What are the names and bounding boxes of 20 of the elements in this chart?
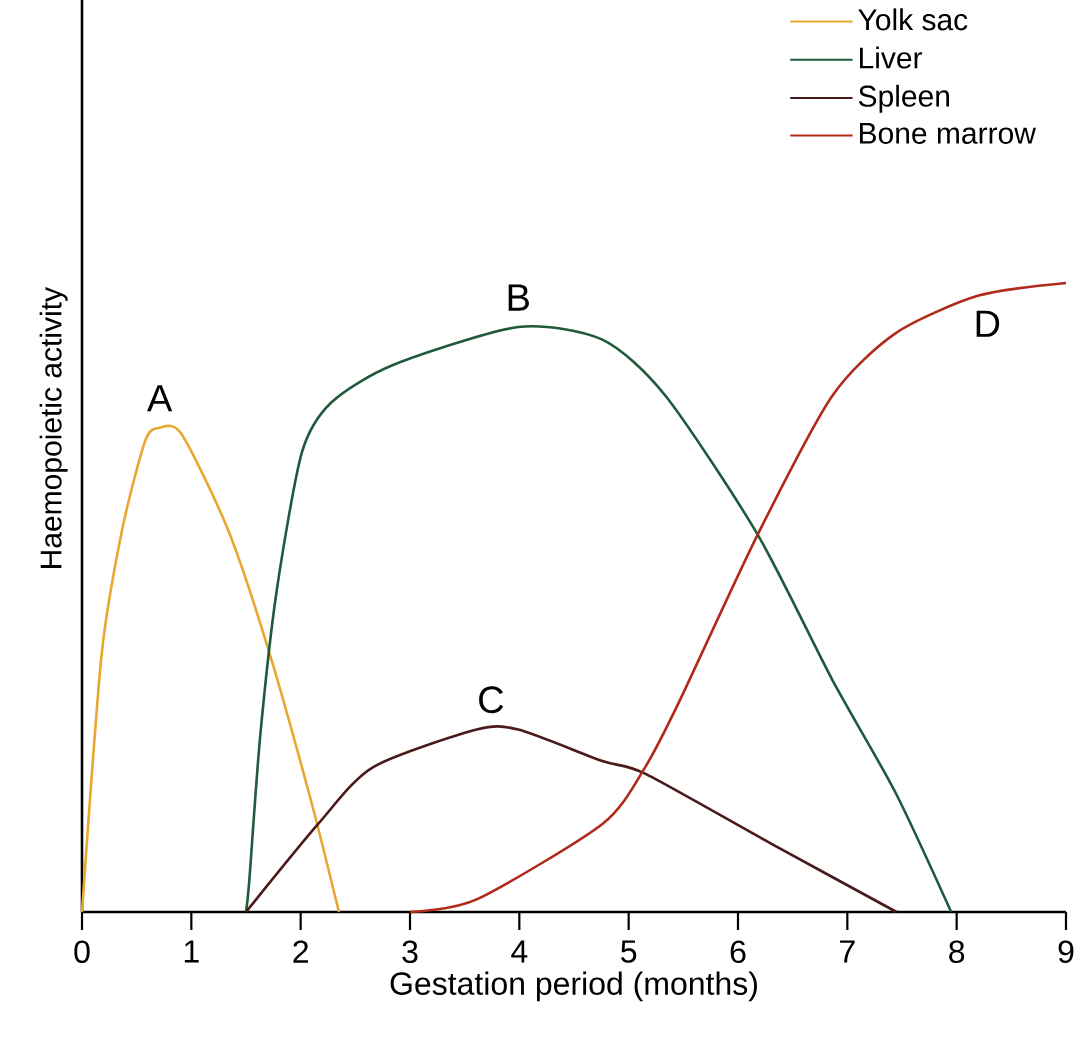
annotation: C — [479, 686, 504, 714]
x-tick-label: 5 — [621, 940, 637, 963]
x-tick-label: 8 — [949, 940, 965, 964]
x-axis-title: Gestation period (months) — [390, 971, 757, 1002]
y-axis-title: Haemopoietic activity — [39, 287, 68, 568]
legend-label: Spleen — [858, 84, 949, 113]
legend-label: Bone marrow — [860, 123, 1036, 144]
x-tick-label: 1 — [184, 940, 199, 963]
annotation: D — [976, 310, 1000, 337]
x-tick-label: 7 — [840, 940, 855, 963]
x-tick-label: 6 — [730, 940, 746, 964]
legend-label: Yolk sac — [858, 8, 968, 31]
x-tick-label: 4 — [511, 940, 528, 963]
annotation: A — [147, 385, 173, 412]
x-tick-label: 0 — [74, 940, 90, 964]
annotation: B — [508, 284, 529, 311]
x-tick-label: 9 — [1058, 940, 1074, 964]
legend-label: Liver — [860, 46, 923, 69]
x-tick-label: 2 — [293, 940, 308, 963]
x-tick-label: 3 — [402, 940, 418, 964]
